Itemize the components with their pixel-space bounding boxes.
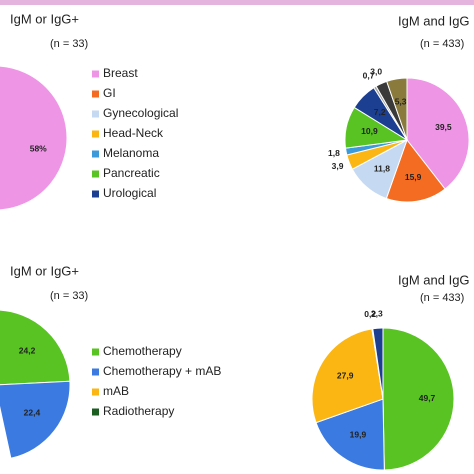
legend-label: mAB	[103, 384, 129, 398]
value-label: 0,2	[364, 309, 376, 319]
pie-slice	[0, 309, 71, 386]
legend-swatch	[92, 368, 99, 376]
legend-label: Gynecological	[103, 106, 178, 120]
value-label: 22,4	[24, 408, 41, 418]
legend-label: Breast	[103, 66, 138, 80]
legend-swatch	[92, 90, 99, 98]
value-label: 7,2	[374, 107, 386, 117]
value-label: 10,9	[361, 126, 378, 136]
legend-label: Chemotherapy + mAB	[103, 364, 221, 378]
value-label: 3,0	[370, 67, 382, 77]
pie-slice	[311, 328, 384, 424]
legend-swatch	[92, 70, 99, 78]
legend-swatch	[92, 408, 99, 416]
value-label: 5,3	[395, 96, 407, 106]
chart-title: IgM or IgG+	[10, 11, 79, 26]
chart-subtitle: (n = 33)	[50, 290, 88, 302]
legend-swatch	[92, 110, 99, 118]
chart-title: IgM and IgG	[398, 13, 470, 28]
legend-label: Head-Neck	[103, 126, 164, 140]
legend-label: Radiotherapy	[103, 404, 174, 418]
legend-swatch	[92, 190, 99, 198]
pie-slice	[0, 380, 71, 459]
value-label: 24,2	[19, 346, 36, 356]
legend-label: GI	[103, 86, 116, 100]
legend-label: Pancreatic	[103, 166, 160, 180]
pie-slice	[385, 138, 446, 203]
value-label: 58%	[30, 143, 47, 153]
pie-slice	[406, 77, 470, 190]
chart-subtitle: (n = 433)	[420, 38, 464, 50]
legend-label: Chemotherapy	[103, 344, 182, 358]
legend-swatch	[92, 150, 99, 158]
value-label: 3,9	[332, 161, 344, 171]
value-label: 1,8	[328, 148, 340, 158]
value-label: 0,7	[363, 71, 375, 81]
pie-slice	[0, 65, 68, 211]
value-label: 11,8	[374, 163, 390, 173]
chart-title: IgM or IgG+	[10, 263, 79, 278]
value-label: 15,9	[405, 172, 422, 182]
chart-subtitle: (n = 433)	[420, 292, 464, 304]
value-label: 2,3	[371, 308, 383, 318]
value-label: 49,7	[419, 393, 436, 403]
legend-swatch	[92, 388, 99, 396]
value-label: 39,5	[435, 122, 452, 132]
value-label: 27,9	[337, 371, 354, 381]
value-label: 19,9	[350, 429, 367, 439]
pie-slice	[382, 327, 455, 471]
legend-swatch	[92, 130, 99, 138]
legend-swatch	[92, 348, 99, 356]
legend-label: Urological	[103, 186, 156, 200]
legend-swatch	[92, 170, 99, 178]
chart-subtitle: (n = 33)	[50, 38, 88, 50]
top-strip	[0, 0, 474, 5]
legend-label: Melanoma	[103, 146, 159, 160]
pie-slice	[372, 327, 384, 400]
pie-slice	[386, 77, 408, 141]
chart-title: IgM and IgG	[398, 272, 470, 287]
